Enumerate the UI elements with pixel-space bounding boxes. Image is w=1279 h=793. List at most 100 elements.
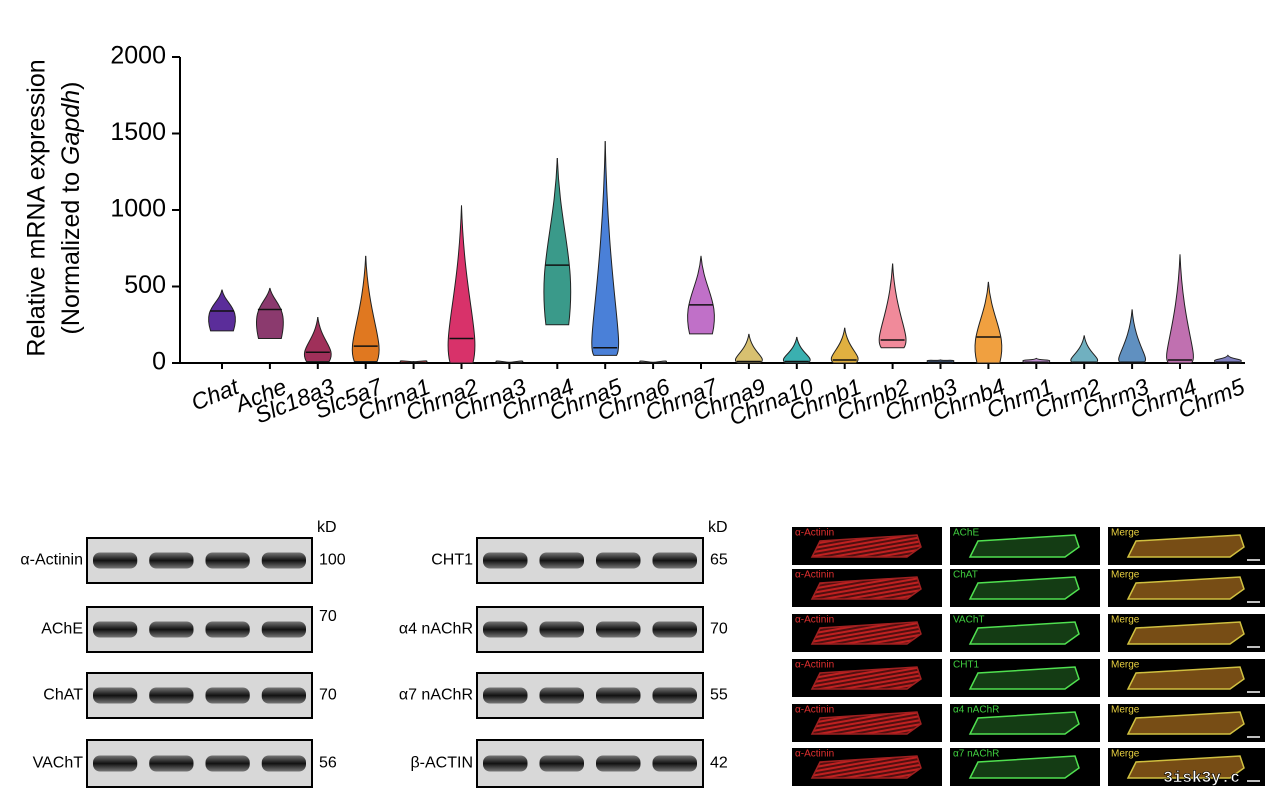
cell	[1126, 666, 1245, 690]
blot-band	[93, 552, 138, 569]
blot-label: CHT1	[431, 552, 473, 569]
cell	[968, 534, 1080, 558]
blot-band	[205, 755, 250, 772]
y-axis-label-part: )	[57, 82, 85, 90]
violin	[208, 289, 236, 332]
unit-label: kD	[708, 519, 728, 536]
blot-kd: 100	[319, 552, 346, 569]
blot-band	[149, 552, 194, 569]
if-label: AChE	[953, 528, 979, 539]
blot-label: α7 nAChR	[399, 687, 473, 704]
blot-band	[596, 552, 641, 569]
blot-band	[483, 687, 528, 704]
cell	[810, 621, 922, 645]
if-label: Merge	[1111, 749, 1140, 760]
if-label: Merge	[1111, 660, 1140, 671]
blot-label: ChAT	[43, 687, 83, 704]
blot-band	[149, 755, 194, 772]
y-axis-label-part: (Normalized to	[57, 165, 85, 335]
y-tick-label: 1500	[110, 118, 166, 146]
violin	[591, 141, 620, 356]
blot-label: AChE	[41, 621, 83, 638]
violin	[543, 157, 572, 326]
cell	[968, 576, 1080, 600]
blot-kd: 42	[710, 755, 728, 772]
cell	[968, 621, 1080, 645]
if-label: Merge	[1111, 570, 1140, 581]
blot-band	[596, 755, 641, 772]
watermark: 3isk3y.c	[1163, 769, 1240, 787]
blot-band	[539, 687, 584, 704]
blot-band	[261, 687, 306, 704]
cell	[1126, 711, 1245, 735]
if-label: Merge	[1111, 528, 1140, 539]
violin	[1214, 354, 1242, 364]
violin	[735, 333, 763, 364]
cell	[968, 666, 1080, 690]
blot-band	[149, 687, 194, 704]
blot-band	[539, 755, 584, 772]
blot-label: α-Actinin	[20, 552, 83, 569]
violin	[783, 336, 811, 364]
blot-kd: 55	[710, 687, 728, 704]
y-tick-label: 1000	[110, 195, 166, 223]
blot-band	[149, 621, 194, 638]
y-axis-label-part: Gapdh	[57, 90, 85, 165]
violin	[256, 287, 284, 340]
blot-band	[539, 552, 584, 569]
cell	[1126, 755, 1245, 779]
cell	[968, 755, 1080, 779]
violin	[687, 255, 715, 335]
cell	[1126, 621, 1245, 645]
cell	[1126, 534, 1245, 558]
blot-label: β-ACTIN	[410, 755, 473, 772]
if-label: ChAT	[953, 570, 978, 581]
violin	[878, 263, 907, 349]
violin	[1166, 254, 1194, 364]
cell	[1126, 576, 1245, 600]
blot-band	[261, 552, 306, 569]
blot-band	[261, 755, 306, 772]
blot-band	[483, 552, 528, 569]
blot-band	[652, 755, 697, 772]
blot-label: VAChT	[33, 755, 84, 772]
if-label: α7 nAChR	[953, 749, 999, 760]
blot-band	[596, 621, 641, 638]
blot-band	[652, 552, 697, 569]
if-label: α-Actinin	[795, 705, 834, 716]
if-label: VAChT	[953, 615, 985, 626]
violin	[447, 205, 476, 364]
y-tick-label: 500	[124, 271, 166, 299]
blot-kd: 56	[319, 755, 337, 772]
unit-label: kD	[317, 519, 337, 536]
blot-band	[483, 621, 528, 638]
if-label: Merge	[1111, 705, 1140, 716]
cell	[810, 666, 922, 690]
violin	[830, 327, 859, 364]
if-label: Merge	[1111, 615, 1140, 626]
blot-band	[93, 755, 138, 772]
cell	[810, 534, 922, 558]
if-label: CHT1	[953, 660, 980, 671]
violin	[974, 281, 1003, 364]
blot-kd: 70	[710, 621, 728, 638]
blot-band	[596, 687, 641, 704]
cell	[810, 711, 922, 735]
blot-band	[652, 687, 697, 704]
blot-label: α4 nAChR	[399, 621, 473, 638]
violin	[304, 317, 332, 362]
blot-kd: 70	[319, 608, 337, 625]
blot-kd: 65	[710, 552, 728, 569]
violin	[351, 255, 380, 362]
blot-band	[205, 552, 250, 569]
blot-band	[205, 687, 250, 704]
cell	[810, 755, 922, 779]
violin	[1118, 309, 1146, 364]
if-label: α-Actinin	[795, 615, 834, 626]
if-label: α-Actinin	[795, 660, 834, 671]
blot-band	[539, 621, 584, 638]
blot-band	[205, 621, 250, 638]
blot-band	[93, 621, 138, 638]
cell	[810, 576, 922, 600]
